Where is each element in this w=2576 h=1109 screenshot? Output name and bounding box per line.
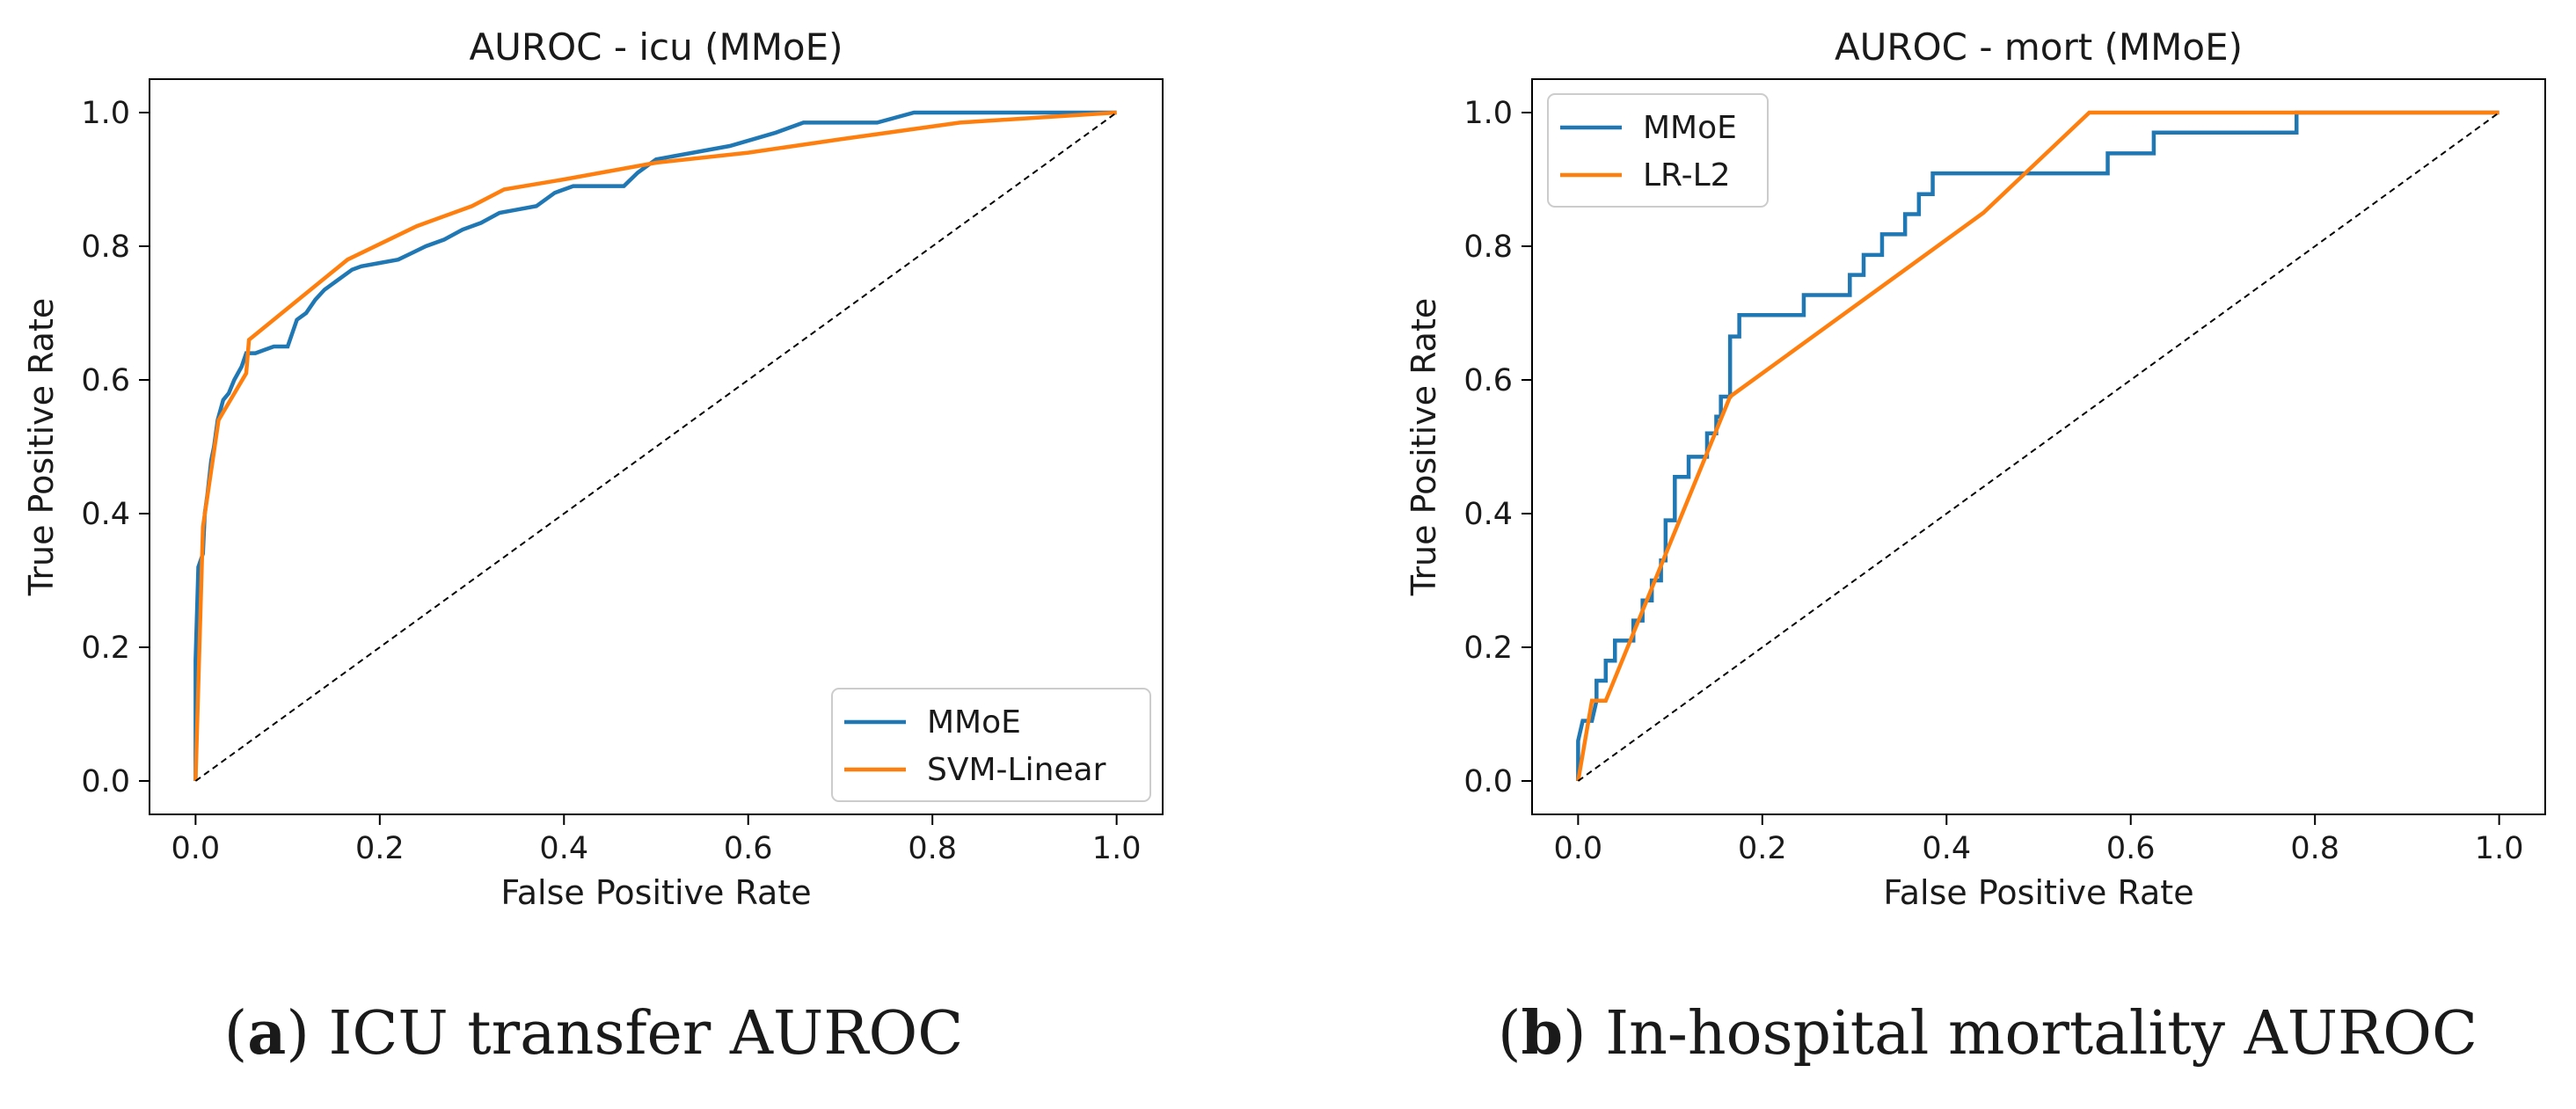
legend-box <box>1547 93 1769 208</box>
chart-title: AUROC - mort (MMoE) <box>1835 26 2243 69</box>
x-tick-label: 0.0 <box>171 831 221 866</box>
y-tick-label: 0.2 <box>81 631 130 666</box>
y-axis-label: True Positive Rate <box>22 298 61 597</box>
diagonal-reference-line <box>194 112 1118 782</box>
caption-a-text: ICU transfer AUROC <box>309 999 964 1069</box>
chart-icu-auroc: 0.0 0.2 0.4 0.6 0.8 1.0 0.0 0.2 0.4 0.6 0.8 1.0 AURO… <box>22 26 1164 912</box>
x-tick-label: 0.6 <box>2106 831 2156 866</box>
y-tick-label: 1.0 <box>81 96 130 131</box>
x-tick-label: 1.0 <box>1092 831 1142 866</box>
legend-label: LR-L2 <box>1643 157 1731 193</box>
x-tick-label: 0.2 <box>1738 831 1787 866</box>
y-tick-label: 0.6 <box>1463 363 1513 398</box>
caption-b-text: In-hospital mortality AUROC <box>1586 999 2478 1069</box>
chart-mortality-auroc: 0.0 0.2 0.4 0.6 0.8 1.0 0.0 0.2 0.4 0.6 0.8 1.0 AURO… <box>1405 26 2546 912</box>
x-tick-label: 0.2 <box>355 831 405 866</box>
x-axis-label: False Positive Rate <box>500 873 811 912</box>
axes-frame <box>1531 78 2546 815</box>
y-tick-label: 0.4 <box>1463 497 1513 532</box>
x-tick-label: 0.4 <box>1922 831 1971 866</box>
y-tick-label: 0.2 <box>1463 631 1513 666</box>
x-tick-label: 0.0 <box>1554 831 1603 866</box>
caption-a: (a) ICU transfer AUROC <box>223 998 964 1069</box>
caption-b: (b) In-hospital mortality AUROC <box>1497 998 2478 1069</box>
x-tick-label: 0.8 <box>908 831 957 866</box>
caption-a-letter: a <box>247 998 287 1069</box>
y-tick-label: 0.6 <box>81 363 130 398</box>
legend-label: SVM-Linear <box>927 752 1106 788</box>
legend-label: MMoE <box>1643 110 1737 146</box>
y-tick-label: 0.0 <box>81 764 130 799</box>
legend-label: MMoE <box>927 704 1021 741</box>
diagonal-reference-line <box>1577 112 2500 782</box>
series-line-svm-linear <box>193 110 1117 782</box>
y-tick-label: 1.0 <box>1463 96 1513 131</box>
x-tick-label: 1.0 <box>2475 831 2524 866</box>
series-line-lr-l2 <box>1576 110 2499 782</box>
y-tick-label: 0.0 <box>1463 764 1513 799</box>
x-axis-label: False Positive Rate <box>1883 873 2193 912</box>
x-tick-label: 0.4 <box>539 831 588 866</box>
series-line-mmoe <box>1576 110 2499 781</box>
legend-box <box>831 688 1151 802</box>
x-tick-label: 0.8 <box>2290 831 2339 866</box>
caption-b-letter: b <box>1521 998 1564 1069</box>
x-tick-label: 0.6 <box>724 831 773 866</box>
chart-title: AUROC - icu (MMoE) <box>469 26 843 69</box>
y-tick-label: 0.8 <box>81 230 130 265</box>
y-tick-label: 0.8 <box>1463 230 1513 265</box>
y-tick-label: 0.4 <box>81 497 130 532</box>
axes-frame <box>149 78 1164 815</box>
y-axis-label: True Positive Rate <box>1405 298 1443 597</box>
